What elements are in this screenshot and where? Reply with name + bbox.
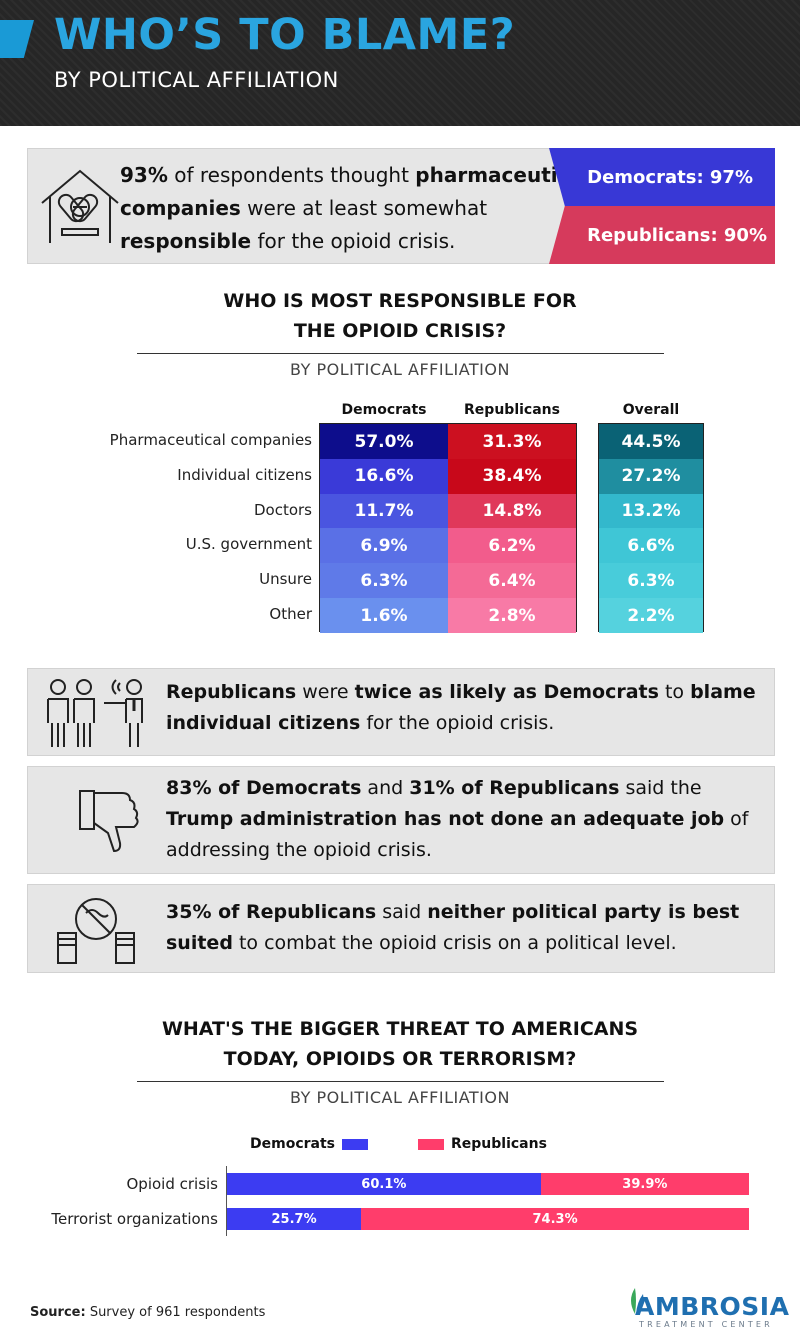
bar-republicans: 39.9% <box>540 1173 749 1195</box>
cell-republicans: 6.4% <box>448 563 576 599</box>
bar-chart-title: WHAT'S THE BIGGER THREAT TO AMERICANS TO… <box>161 1018 639 1070</box>
cell-democrats: 6.9% <box>320 528 448 564</box>
row-label: U.S. government <box>185 535 312 554</box>
cell-republicans: 31.3% <box>448 424 576 459</box>
page-title: WHO’S TO BLAME? <box>54 10 516 60</box>
overall-table: 44.5% 27.2% 13.2% 6.6% 6.3% 2.2% <box>598 423 704 633</box>
legend-democrats: Democrats <box>250 1136 368 1152</box>
info-box-trump-administration: 83% of Democrats and 31% of Republicans … <box>27 766 775 874</box>
info-box-neither-party: 35% of Republicans said neither politica… <box>27 884 775 973</box>
row-label: Pharmaceutical companies <box>109 431 312 449</box>
bar-democrats: 25.7% <box>227 1208 362 1230</box>
cell-overall: 44.5% <box>599 424 703 459</box>
col-head-overall: Overall <box>622 402 680 418</box>
table-subtitle: BY POLITICAL AFFILIATION <box>290 360 510 379</box>
info-text-individual-citizens: Republicans were twice as likely as Demo… <box>166 681 756 734</box>
cell-democrats: 1.6% <box>320 598 448 633</box>
cell-overall: 13.2% <box>599 493 703 529</box>
cell-democrats: 6.3% <box>320 563 448 599</box>
legend-republicans: Republicans <box>418 1136 547 1152</box>
bar-axis <box>226 1166 227 1236</box>
info-text-trump-administration: 83% of Democrats and 31% of Republicans … <box>166 777 749 861</box>
source-note: Source: Survey of 961 respondents <box>30 1305 266 1320</box>
thumbs-down-icon <box>79 790 139 853</box>
cell-republicans: 2.8% <box>448 598 576 633</box>
party-table: 57.0% 31.3% 16.6% 38.4% 11.7% 14.8% 6.9% 6.2% 6.… <box>319 423 577 633</box>
row-label: Doctors <box>253 500 312 519</box>
row-label: Unsure <box>259 570 312 589</box>
bar-chart-title-rule <box>137 1081 664 1082</box>
col-head-republicans: Republicans <box>464 402 560 418</box>
callout-text: 93% of respondents thought pharmaceutica… <box>120 163 590 253</box>
no-fists-icon <box>57 898 135 964</box>
bar-republicans: 74.3% <box>361 1208 749 1230</box>
cell-republicans: 38.4% <box>448 458 576 494</box>
cell-democrats: 57.0% <box>320 424 448 459</box>
table-title-rule <box>137 353 664 354</box>
cell-overall: 6.3% <box>599 563 703 599</box>
cell-democrats: 16.6% <box>320 458 448 494</box>
legend-swatch-republicans <box>418 1138 444 1150</box>
header-banner: WHO’S TO BLAME? BY POLITICAL AFFILIATION <box>0 0 800 126</box>
bar-label-opioid-crisis: Opioid crisis <box>126 1175 218 1193</box>
header-accent-shape <box>0 20 34 58</box>
cell-democrats: 11.7% <box>320 493 448 529</box>
legend-swatch-democrats <box>342 1138 368 1150</box>
cell-republicans: 14.8% <box>448 493 576 529</box>
page-subtitle: BY POLITICAL AFFILIATION <box>54 68 339 92</box>
row-label: Other <box>269 605 312 623</box>
col-head-democrats: Democrats <box>341 402 427 418</box>
leaf-icon <box>631 1288 644 1314</box>
pill-house-icon <box>41 169 119 243</box>
row-label: Individual citizens <box>177 465 312 484</box>
cell-overall: 6.6% <box>599 528 703 564</box>
people-pointing-icon <box>47 679 143 747</box>
democrats-badge: Democrats: 97% <box>549 148 775 206</box>
cell-overall: 27.2% <box>599 458 703 494</box>
info-text-neither-party: 35% of Republicans said neither politica… <box>166 901 740 954</box>
bar-chart-subtitle: BY POLITICAL AFFILIATION <box>290 1088 510 1107</box>
cell-overall: 2.2% <box>599 598 703 633</box>
republicans-badge: Republicans: 90% <box>549 206 775 264</box>
table-title: WHO IS MOST RESPONSIBLE FOR THE OPIOID C… <box>223 290 577 342</box>
info-box-individual-citizens: Republicans were twice as likely as Demo… <box>27 668 775 756</box>
cell-republicans: 6.2% <box>448 528 576 564</box>
bar-label-terrorist-organizations: Terrorist organizations <box>51 1210 218 1228</box>
ambrosia-logo: AMBROSIA TREATMENT CENTER <box>625 1286 789 1332</box>
bar-democrats: 60.1% <box>227 1173 541 1195</box>
